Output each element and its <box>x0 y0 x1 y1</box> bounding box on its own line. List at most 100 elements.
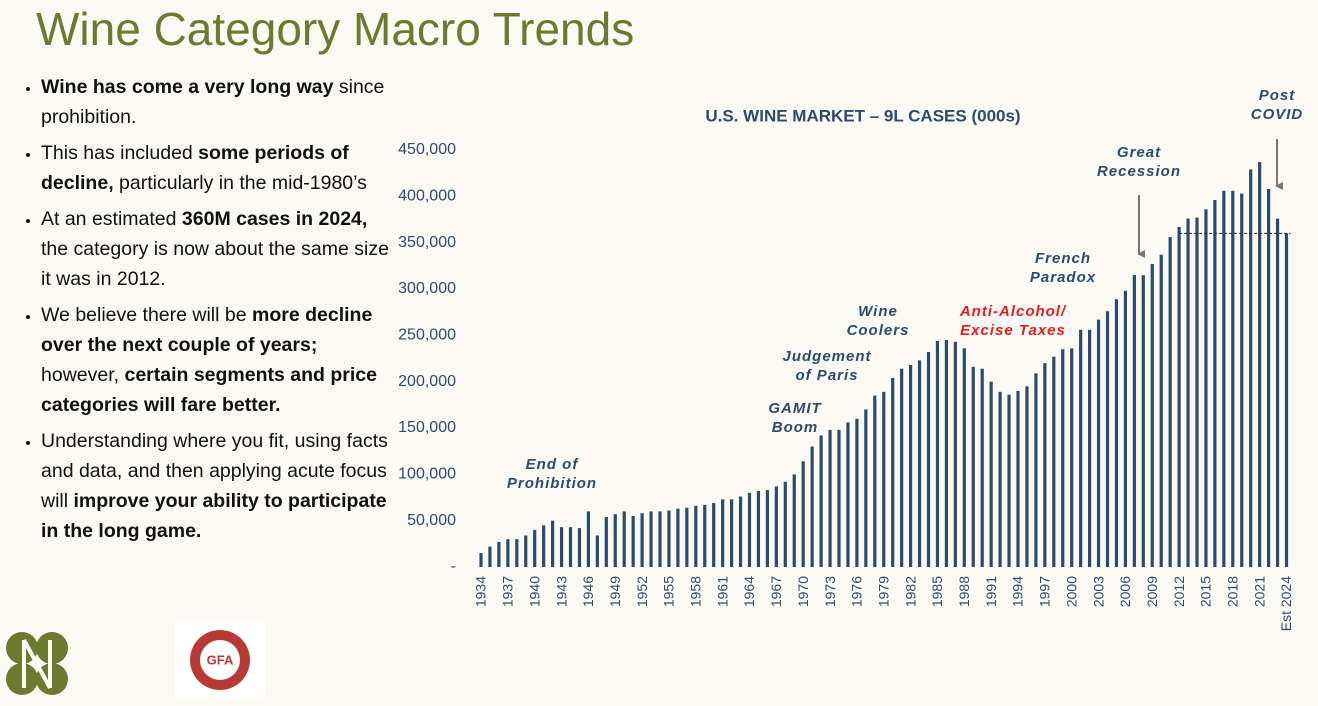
bullet-text: the category is now about the same size … <box>41 238 389 290</box>
bar <box>1132 275 1136 567</box>
bar <box>1222 190 1226 568</box>
bar <box>1096 319 1101 567</box>
bullet-list: Wine has come a very long way since proh… <box>26 72 393 552</box>
x-tick-label: 1949 <box>607 576 623 607</box>
annotation: Judgement <box>782 348 871 365</box>
bar <box>613 514 617 567</box>
bar <box>622 511 626 567</box>
bar <box>1025 386 1029 567</box>
y-tick-label: - <box>451 558 456 575</box>
bullet-text: Understanding where you fit, using facts… <box>41 430 388 512</box>
bar <box>1052 356 1056 567</box>
bar <box>953 341 957 567</box>
x-tick-label: 1943 <box>553 576 569 607</box>
bar <box>1231 190 1235 568</box>
bar <box>1061 349 1065 567</box>
bar <box>801 461 805 567</box>
bar <box>1213 200 1217 568</box>
bar <box>1258 162 1262 567</box>
x-tick-label: 1964 <box>741 576 757 607</box>
bar <box>1079 329 1083 567</box>
bar <box>595 535 599 567</box>
bar <box>1195 217 1199 567</box>
bar <box>712 503 716 567</box>
bar <box>962 348 966 567</box>
x-tick-label: 1961 <box>714 576 730 607</box>
bullet: Understanding where you fit, using facts… <box>41 426 393 546</box>
bullet-text: improve your ability to participate in t… <box>41 490 387 542</box>
bar <box>765 490 769 567</box>
x-tick-label: 1988 <box>956 576 972 607</box>
annotation: Recession <box>1097 163 1181 180</box>
bar <box>1034 373 1038 567</box>
bullet-text: Wine has come a very long way <box>41 76 334 98</box>
x-tick-label: 1934 <box>473 576 489 607</box>
bar <box>730 499 734 567</box>
bar <box>1043 363 1047 567</box>
bar <box>810 446 814 567</box>
bar <box>998 391 1002 567</box>
annotation: Paradox <box>1030 269 1096 286</box>
bar <box>703 504 707 567</box>
y-tick-label: 400,000 <box>398 188 456 205</box>
bar <box>506 539 510 567</box>
annotation: Great <box>1117 144 1161 161</box>
x-tick-label: 1991 <box>983 576 999 607</box>
bar <box>917 360 922 567</box>
y-tick-label: 250,000 <box>398 327 456 344</box>
bar <box>873 395 877 567</box>
bullet-text: however, <box>41 364 125 386</box>
bar <box>1168 237 1172 567</box>
bar <box>640 513 644 567</box>
x-tick-label: 1979 <box>875 576 891 607</box>
bar <box>542 525 546 567</box>
bar <box>837 429 841 567</box>
bar <box>1141 275 1145 567</box>
bar <box>524 535 528 567</box>
bar <box>649 511 653 567</box>
x-tick-label: 2015 <box>1198 576 1214 607</box>
logo-n <box>6 632 68 695</box>
bar <box>1114 299 1119 567</box>
annotation: Prohibition <box>507 475 597 492</box>
bar <box>1070 348 1074 567</box>
bar <box>980 368 984 567</box>
x-tick-label: 2021 <box>1251 576 1267 607</box>
bullet: This has included some periods of declin… <box>41 138 393 198</box>
annotation: French <box>1035 250 1091 267</box>
bar <box>1123 290 1127 567</box>
y-tick-label: 450,000 <box>398 141 456 158</box>
annotation: Anti-Alcohol/ <box>959 303 1067 320</box>
bar <box>488 546 492 567</box>
bar <box>909 364 913 567</box>
bullet-text: certain segments and price categories wi… <box>41 364 377 416</box>
bar <box>756 491 761 567</box>
bar <box>926 352 931 567</box>
bullet-text: 360M cases in 2024, <box>181 208 368 230</box>
annotation: Coolers <box>847 322 910 339</box>
annotation: Boom <box>772 419 819 436</box>
y-tick-label: 300,000 <box>398 280 456 297</box>
x-tick-label: 2003 <box>1090 576 1106 607</box>
bar <box>676 508 680 567</box>
x-tick-label: 1982 <box>902 576 918 607</box>
bullet: At an estimated 360M cases in 2024, the … <box>41 204 393 294</box>
bar <box>1267 188 1271 568</box>
bar <box>774 486 778 567</box>
bullet-text: more decline over the next couple of yea… <box>41 304 373 356</box>
bar <box>747 492 752 567</box>
logo-gfa: GFA <box>175 622 265 698</box>
y-tick-label: 100,000 <box>398 466 456 483</box>
y-tick-label: 350,000 <box>398 234 456 251</box>
bar <box>738 496 743 567</box>
y-tick-label: 50,000 <box>407 512 456 529</box>
bar <box>944 339 948 567</box>
bar <box>864 409 868 567</box>
x-tick-label: 2006 <box>1117 576 1133 607</box>
bar <box>497 541 501 567</box>
bar <box>1105 311 1110 567</box>
bullet: We believe there will be more decline ov… <box>41 300 393 420</box>
x-tick-label: 1958 <box>688 576 704 607</box>
bullet-text: particularly in the mid-1980’s <box>113 172 367 194</box>
